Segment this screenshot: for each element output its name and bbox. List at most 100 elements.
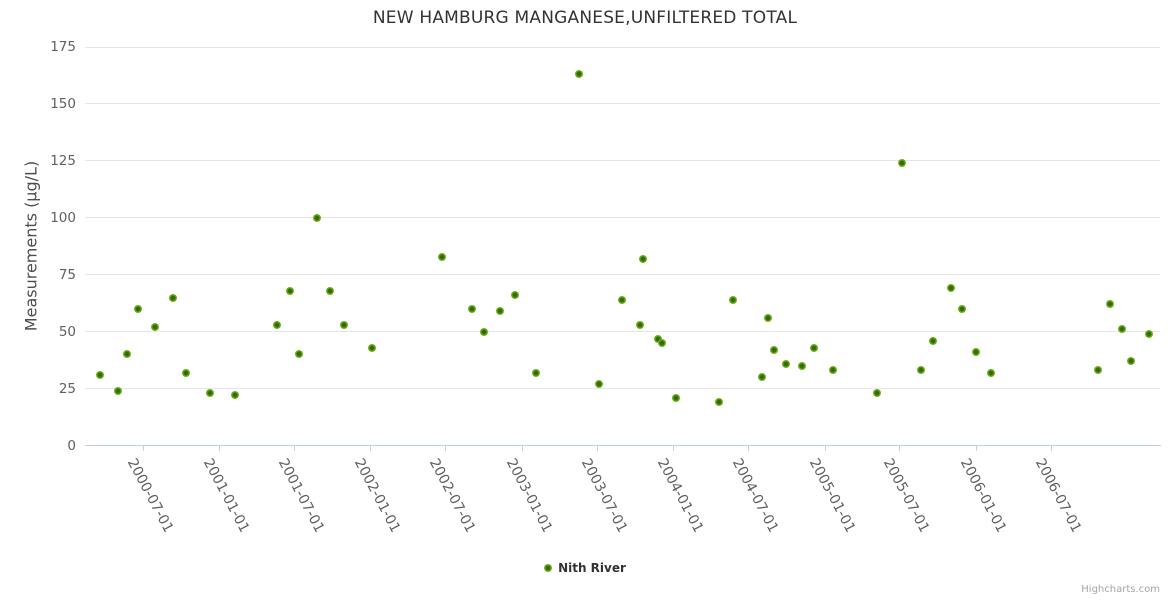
data-point[interactable] — [781, 359, 790, 368]
x-axis-label: 2004-07-01 — [729, 456, 782, 536]
data-point[interactable] — [313, 213, 321, 222]
data-point[interactable] — [653, 334, 662, 343]
data-point[interactable] — [946, 284, 955, 293]
x-axis-label: 2006-01-01 — [956, 456, 1009, 536]
data-point[interactable] — [873, 389, 882, 398]
data-point[interactable] — [479, 327, 488, 336]
data-point[interactable] — [769, 345, 778, 354]
data-point[interactable] — [272, 320, 281, 329]
x-axis-tick — [445, 446, 447, 451]
data-point[interactable] — [1093, 366, 1102, 375]
data-point[interactable] — [95, 370, 104, 379]
y-axis-label: 75 — [58, 266, 76, 283]
data-point[interactable] — [958, 304, 966, 313]
series-marker-icon — [544, 564, 553, 572]
data-point[interactable] — [206, 389, 215, 398]
x-axis-label: 2006-07-01 — [1031, 456, 1084, 536]
data-point[interactable] — [929, 336, 937, 345]
data-point[interactable] — [367, 343, 376, 352]
legend-label: Nith River — [558, 561, 626, 575]
x-axis-tick — [370, 446, 372, 451]
x-axis-label: 2002-07-01 — [426, 456, 479, 536]
gridline — [85, 103, 1160, 105]
data-point[interactable] — [467, 304, 476, 313]
data-point[interactable] — [168, 293, 177, 302]
data-point[interactable] — [1145, 329, 1154, 338]
gridline — [85, 160, 1160, 162]
data-point[interactable] — [1127, 357, 1135, 366]
y-axis-label: 125 — [50, 152, 76, 169]
data-point[interactable] — [151, 323, 159, 332]
data-point[interactable] — [511, 291, 519, 300]
data-point[interactable] — [114, 386, 123, 395]
legend: Nith River — [0, 561, 1170, 575]
y-axis-label: 0 — [67, 437, 76, 454]
data-point[interactable] — [339, 320, 348, 329]
data-point[interactable] — [829, 366, 838, 375]
data-point[interactable] — [757, 373, 766, 382]
data-point[interactable] — [658, 339, 667, 347]
gridline — [85, 217, 1160, 219]
data-point[interactable] — [714, 398, 723, 407]
y-axis-label: 150 — [50, 95, 76, 112]
x-axis-label: 2005-07-01 — [880, 456, 933, 536]
gridline — [85, 46, 1160, 48]
data-point[interactable] — [1117, 325, 1126, 334]
data-point[interactable] — [325, 286, 334, 295]
y-axis-label: 25 — [58, 380, 76, 397]
x-axis-tick — [294, 446, 296, 451]
data-point[interactable] — [617, 295, 626, 304]
x-axis-label: 2002-01-01 — [351, 456, 404, 536]
data-point[interactable] — [764, 314, 773, 322]
x-axis-label: 2003-01-01 — [502, 456, 555, 536]
data-point[interactable] — [1105, 300, 1114, 309]
data-point[interactable] — [897, 159, 906, 168]
chart-title: NEW HAMBURG MANGANESE,UNFILTERED TOTAL — [372, 8, 798, 28]
data-point[interactable] — [810, 343, 819, 352]
data-point[interactable] — [286, 286, 295, 295]
x-axis-label: 2000-07-01 — [123, 456, 177, 536]
x-axis-line — [85, 445, 1161, 446]
y-axis-title: Measurements (µg/L) — [21, 160, 41, 332]
credits-link[interactable]: Highcharts.com — [1081, 584, 1160, 595]
x-axis-tick — [672, 446, 674, 451]
gridline — [85, 388, 1160, 390]
data-point[interactable] — [987, 368, 995, 377]
data-point[interactable] — [231, 391, 239, 400]
data-point[interactable] — [134, 304, 142, 313]
x-axis-tick — [1050, 446, 1052, 451]
data-point[interactable] — [798, 361, 807, 370]
gridline — [85, 274, 1160, 276]
x-axis-tick — [521, 446, 523, 451]
y-axis-label: 175 — [50, 39, 76, 55]
x-axis-tick — [975, 446, 977, 451]
data-point[interactable] — [295, 350, 304, 359]
data-point[interactable] — [437, 252, 446, 261]
data-point[interactable] — [182, 368, 191, 377]
data-point[interactable] — [917, 366, 925, 375]
data-point[interactable] — [728, 295, 737, 304]
x-axis-label: 2004-01-01 — [653, 456, 707, 536]
y-axis-label: 50 — [58, 323, 76, 340]
x-axis-label: 2005-01-01 — [805, 456, 858, 536]
x-axis-tick — [824, 446, 826, 451]
x-axis-tick — [748, 446, 750, 451]
x-axis-label: 2001-01-01 — [200, 456, 253, 536]
data-point[interactable] — [574, 70, 583, 79]
x-axis-tick — [219, 446, 221, 451]
data-point[interactable] — [495, 307, 504, 316]
data-point[interactable] — [531, 368, 540, 377]
data-point[interactable] — [972, 348, 981, 357]
data-point[interactable] — [671, 393, 680, 402]
x-axis-tick — [899, 446, 901, 451]
data-point[interactable] — [122, 350, 131, 359]
data-point[interactable] — [639, 254, 647, 263]
x-axis-label: 2001-07-01 — [275, 456, 328, 536]
legend-item-nith-river[interactable]: Nith River — [544, 561, 626, 575]
y-axis-label: 100 — [50, 209, 76, 226]
data-point[interactable] — [595, 380, 604, 388]
x-axis-tick — [143, 446, 144, 451]
data-point[interactable] — [636, 320, 645, 329]
x-axis-label: 2003-07-01 — [577, 456, 630, 536]
